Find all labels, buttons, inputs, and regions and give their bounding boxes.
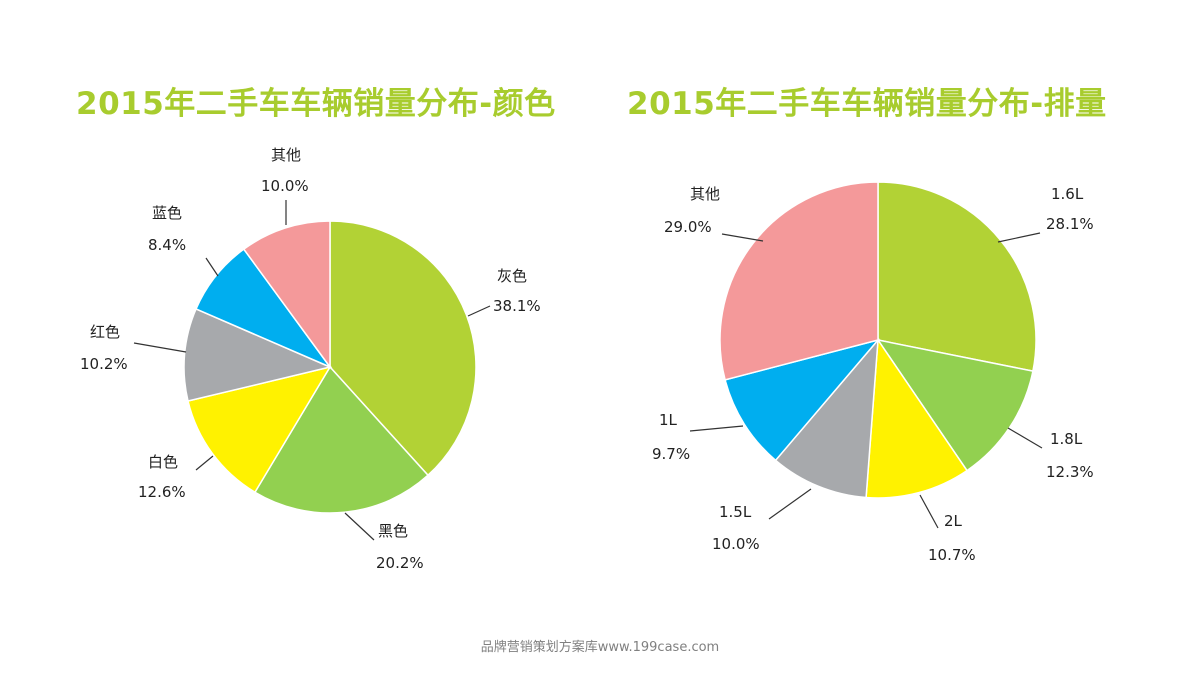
slice-value-label: 12.3%: [1046, 463, 1094, 481]
chart-title-displacement: 2015年二手车车辆销量分布-排量: [627, 86, 1107, 122]
leader-line: [344, 512, 375, 541]
slice-value-label: 10.0%: [712, 535, 760, 553]
slice-label: 1.5L: [719, 503, 752, 521]
pie-slice: [253, 365, 430, 514]
leader-line: [133, 342, 187, 353]
slice-label: 灰色: [497, 267, 527, 285]
pie-slice: [876, 338, 1034, 472]
leader-line: [721, 233, 764, 242]
slice-value-label: 8.4%: [148, 236, 186, 254]
slice-label: 蓝色: [152, 204, 182, 222]
slice-label: 红色: [90, 323, 120, 341]
pie-slice: [877, 181, 1037, 373]
pie-slice: [774, 337, 879, 499]
slice-value-label: 20.2%: [376, 554, 424, 572]
pie-chart-0: 灰色 38.1% 黑色 20.2% 白色 12.6% 红色 10.2% 蓝色 8.4% 其他 10.0…: [80, 146, 541, 572]
leader-line: [919, 494, 939, 529]
leader-line: [997, 232, 1041, 243]
slice-value-label: 29.0%: [664, 218, 712, 236]
slice-label: 1.8L: [1050, 430, 1083, 448]
pie-slice: [242, 220, 331, 370]
slice-label: 1.6L: [1051, 185, 1084, 203]
slice-label: 白色: [148, 453, 178, 471]
leader-line: [689, 425, 744, 432]
leader-line: [195, 455, 214, 471]
slice-value-label: 12.6%: [138, 483, 186, 501]
leader-line: [768, 488, 812, 520]
slice-value-label: 9.7%: [652, 445, 690, 463]
pie-slice: [719, 181, 879, 381]
slice-label: 2L: [944, 512, 963, 530]
slice-value-label: 10.7%: [928, 546, 976, 564]
pie-slice: [865, 337, 969, 499]
pie-slice: [183, 307, 333, 402]
slice-value-label: 10.0%: [261, 177, 309, 195]
footer-source: 品牌营销策划方案库www.199case.com: [480, 640, 720, 655]
slice-value-label: 28.1%: [1046, 215, 1094, 233]
leader-line: [205, 257, 219, 277]
pie-slice: [187, 365, 332, 494]
slice-value-label: 10.2%: [80, 355, 128, 373]
slice-label: 1L: [659, 411, 678, 429]
slice-label: 黑色: [378, 522, 408, 540]
slice-label: 其他: [271, 146, 301, 164]
chart-title-color: 2015年二手车车辆销量分布-颜色: [76, 86, 556, 122]
pie-chart-1: 1.6L 28.1% 1.8L 12.3% 2L 10.7% 1.5L 10.0% 1L 9.7%…: [652, 181, 1094, 564]
pie-slice: [329, 220, 477, 477]
leader-line: [467, 305, 491, 317]
slice-label: 其他: [690, 185, 720, 203]
leader-line: [1007, 427, 1043, 449]
slice-value-label: 38.1%: [493, 297, 541, 315]
